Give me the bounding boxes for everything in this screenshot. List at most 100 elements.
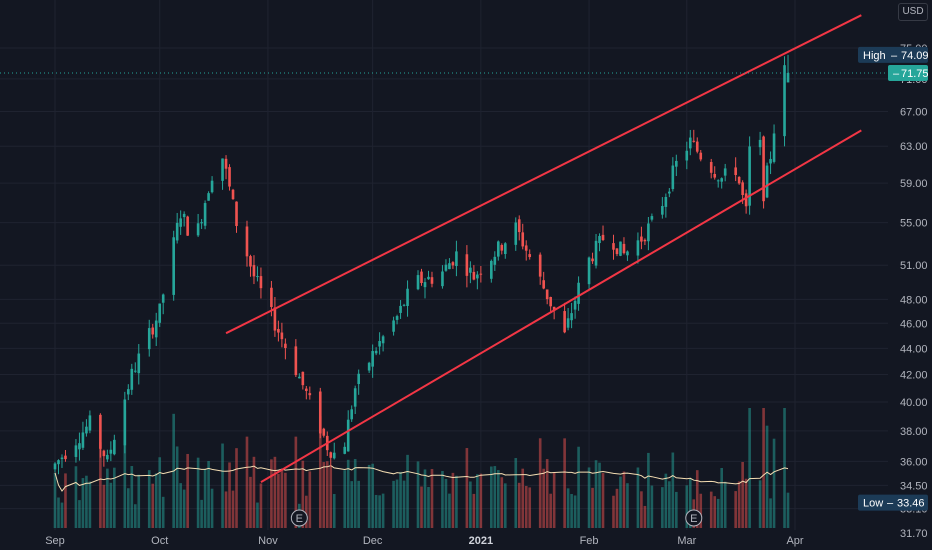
candle[interactable] <box>563 302 566 334</box>
candle[interactable] <box>748 136 751 215</box>
candle[interactable] <box>221 158 224 190</box>
candle[interactable] <box>640 226 643 250</box>
candle[interactable] <box>716 179 720 188</box>
candle[interactable] <box>395 314 399 325</box>
candle[interactable] <box>179 210 182 235</box>
candle[interactable] <box>231 188 235 200</box>
candle[interactable] <box>329 451 333 467</box>
candle[interactable] <box>765 162 769 199</box>
candle[interactable] <box>517 215 521 241</box>
candle[interactable] <box>615 248 619 257</box>
earnings-marker[interactable]: E <box>290 509 308 527</box>
candle[interactable] <box>594 233 598 269</box>
candle[interactable] <box>671 157 675 192</box>
candle[interactable] <box>416 270 420 291</box>
candle[interactable] <box>182 211 186 227</box>
candle[interactable] <box>284 338 287 360</box>
candle[interactable] <box>402 303 406 307</box>
currency-button[interactable]: USD <box>898 3 928 21</box>
candle[interactable] <box>503 242 507 259</box>
candle[interactable] <box>528 249 532 260</box>
candle[interactable] <box>685 141 689 170</box>
candle[interactable] <box>737 176 741 185</box>
candle[interactable] <box>538 252 542 285</box>
candle[interactable] <box>332 442 336 460</box>
candle[interactable] <box>448 258 451 270</box>
candle[interactable] <box>524 240 528 261</box>
candle[interactable] <box>762 135 765 209</box>
candle[interactable] <box>692 129 696 143</box>
candle[interactable] <box>622 237 626 255</box>
candle[interactable] <box>273 297 277 337</box>
candle[interactable] <box>643 238 647 246</box>
channel-upper-line[interactable] <box>225 14 862 335</box>
candle[interactable] <box>53 462 57 473</box>
candle[interactable] <box>378 332 381 355</box>
candle[interactable] <box>147 319 151 357</box>
candle[interactable] <box>301 371 305 390</box>
candle[interactable] <box>235 201 238 233</box>
candle[interactable] <box>81 421 85 450</box>
candle[interactable] <box>591 252 594 264</box>
candle[interactable] <box>85 419 88 437</box>
candle[interactable] <box>64 449 67 462</box>
candle[interactable] <box>252 255 256 285</box>
candle[interactable] <box>769 151 772 175</box>
candle[interactable] <box>367 361 371 373</box>
candle[interactable] <box>381 334 385 352</box>
candle[interactable] <box>626 250 629 261</box>
candle[interactable] <box>151 323 155 339</box>
candle[interactable] <box>161 293 165 315</box>
candle[interactable] <box>723 163 727 182</box>
candle[interactable] <box>308 386 312 400</box>
candle[interactable] <box>207 191 210 201</box>
candle[interactable] <box>420 268 423 286</box>
candle[interactable] <box>566 307 570 331</box>
candle[interactable] <box>587 256 591 290</box>
candle[interactable] <box>78 432 81 461</box>
candle[interactable] <box>259 267 263 299</box>
candle[interactable] <box>496 240 500 261</box>
candle[interactable] <box>514 217 518 251</box>
candle[interactable] <box>224 155 228 180</box>
candle[interactable] <box>668 188 671 198</box>
candle[interactable] <box>661 197 664 219</box>
candle[interactable] <box>305 386 308 400</box>
candle[interactable] <box>322 427 326 438</box>
candle[interactable] <box>430 271 434 288</box>
candle[interactable] <box>465 245 469 288</box>
candle[interactable] <box>772 124 776 164</box>
candle[interactable] <box>500 243 504 255</box>
candle[interactable] <box>172 230 175 301</box>
candle[interactable] <box>99 413 102 458</box>
candle[interactable] <box>245 220 249 267</box>
candle[interactable] <box>783 56 786 147</box>
candle[interactable] <box>469 261 472 284</box>
candle[interactable] <box>175 212 179 244</box>
candle[interactable] <box>423 278 427 299</box>
candle[interactable] <box>695 137 699 154</box>
candle[interactable] <box>549 296 552 312</box>
candle[interactable] <box>577 276 580 311</box>
candle[interactable] <box>451 261 455 269</box>
candle[interactable] <box>399 300 402 319</box>
candlesticks[interactable] <box>53 54 790 475</box>
time-axis[interactable]: Sep Oct Nov Dec 2021 Feb Mar Apr <box>0 530 888 550</box>
candle[interactable] <box>60 454 64 468</box>
candle[interactable] <box>200 218 203 229</box>
candle[interactable] <box>357 369 360 395</box>
candle[interactable] <box>720 177 724 189</box>
candle[interactable] <box>542 271 545 290</box>
candle[interactable] <box>647 216 650 251</box>
candle[interactable] <box>113 434 116 456</box>
candle[interactable] <box>786 54 790 83</box>
candle[interactable] <box>350 405 354 422</box>
candle[interactable] <box>256 266 259 282</box>
candle[interactable] <box>196 213 200 238</box>
candle[interactable] <box>472 265 476 281</box>
candle[interactable] <box>203 200 207 230</box>
candle[interactable] <box>374 347 378 356</box>
candle[interactable] <box>713 166 717 180</box>
candle[interactable] <box>490 259 493 283</box>
